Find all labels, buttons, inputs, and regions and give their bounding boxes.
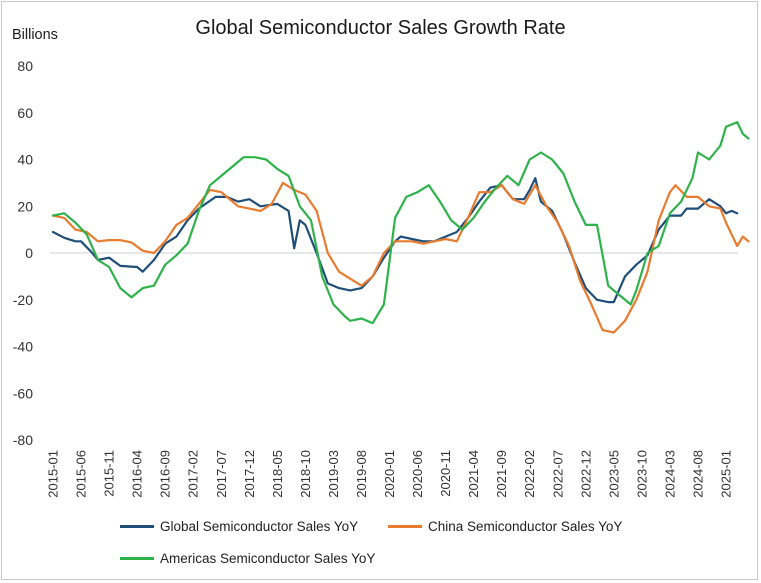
x-tick-label: 2018-05 xyxy=(270,450,285,498)
y-tick-label: 80 xyxy=(17,58,33,74)
series-line-global xyxy=(51,177,739,304)
x-tick-label: 2024-08 xyxy=(690,450,705,498)
y-tick-label: -80 xyxy=(13,432,33,448)
chart-title: Global Semiconductor Sales Growth Rate xyxy=(195,17,566,39)
legend-item-china[interactable]: China Semiconductor Sales YoY xyxy=(388,519,622,534)
x-tick-label: 2020-01 xyxy=(382,450,397,498)
y-axis-ticks: 80 60 40 20 0 -20 -40 -60 -80 xyxy=(13,58,33,448)
x-tick-label: 2022-12 xyxy=(578,450,593,498)
x-tick-label: 2017-02 xyxy=(186,450,201,498)
series-line-americas xyxy=(51,120,750,325)
x-tick-label: 2020-11 xyxy=(438,450,453,497)
x-tick-label: 2017-12 xyxy=(242,450,257,498)
y-axis-unit-label: Billions xyxy=(12,27,58,43)
x-tick-label: 2019-08 xyxy=(354,450,369,498)
x-tick-label: 2021-04 xyxy=(466,450,481,498)
x-tick-label: 2017-07 xyxy=(214,450,229,498)
x-tick-label: 2016-09 xyxy=(158,450,173,498)
x-tick-label: 2016-04 xyxy=(130,450,145,498)
x-tick-label: 2024-03 xyxy=(662,450,677,498)
y-tick-label: 40 xyxy=(17,152,33,168)
x-tick-label: 2015-11 xyxy=(102,450,117,497)
y-tick-label: -40 xyxy=(13,339,33,355)
y-tick-label: 0 xyxy=(25,245,33,261)
x-axis-ticks: 2015-01 2015-06 2015-11 2016-04 2016-09 2017-… xyxy=(46,450,734,498)
legend-swatch-china xyxy=(388,525,422,528)
x-tick-label: 2023-05 xyxy=(606,450,621,498)
x-tick-label: 2023-10 xyxy=(634,450,649,498)
x-tick-label: 2020-06 xyxy=(410,450,425,498)
legend-label-global: Global Semiconductor Sales YoY xyxy=(160,519,359,534)
y-tick-label: -20 xyxy=(13,292,33,308)
legend-label-americas: Americas Semiconductor Sales YoY xyxy=(160,551,376,566)
legend-item-americas[interactable]: Americas Semiconductor Sales YoY xyxy=(120,551,375,566)
series-line-china xyxy=(51,181,750,334)
x-tick-label: 2022-07 xyxy=(550,450,565,498)
x-tick-label: 2015-01 xyxy=(46,450,61,498)
legend-item-global[interactable]: Global Semiconductor Sales YoY xyxy=(120,519,358,534)
legend-swatch-americas xyxy=(120,557,154,560)
legend-label-china: China Semiconductor Sales YoY xyxy=(428,519,623,534)
x-tick-label: 2015-06 xyxy=(74,450,89,498)
y-tick-label: 60 xyxy=(17,105,33,121)
x-tick-label: 2021-09 xyxy=(494,450,509,498)
y-tick-label: -60 xyxy=(13,385,33,401)
x-tick-label: 2019-03 xyxy=(326,450,341,498)
series-layer xyxy=(51,120,750,334)
x-tick-label: 2025-01 xyxy=(719,450,734,498)
y-tick-label: 20 xyxy=(17,198,33,214)
x-tick-label: 2018-10 xyxy=(298,450,313,498)
legend-swatch-global xyxy=(120,525,154,528)
x-tick-label: 2022-02 xyxy=(522,450,537,498)
